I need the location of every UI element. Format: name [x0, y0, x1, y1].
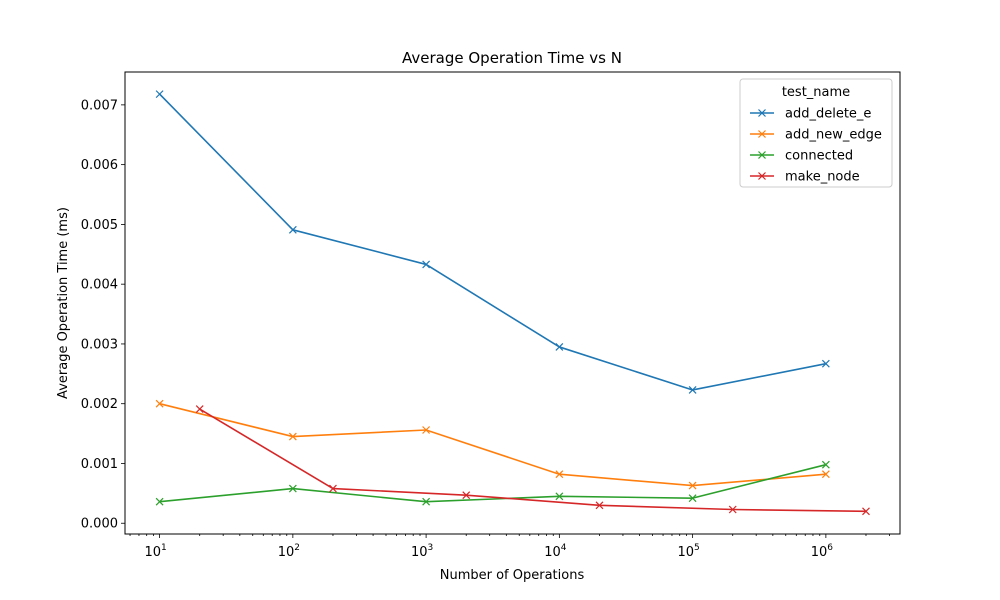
data-point	[821, 359, 830, 368]
data-point	[555, 470, 564, 479]
data-point	[862, 507, 870, 516]
data-point	[821, 460, 830, 469]
data-point	[728, 505, 737, 514]
series-line	[159, 463, 827, 503]
series-line	[159, 402, 826, 487]
data-point	[288, 225, 297, 234]
legend-label: connected	[785, 149, 853, 164]
x-tick-label: 101	[144, 543, 166, 560]
data-point	[422, 426, 431, 434]
series-connected	[155, 460, 830, 506]
y-tick-label: 0.004	[81, 278, 118, 293]
data-point	[555, 343, 564, 351]
data-point	[155, 90, 164, 99]
legend-item-connected: connected	[750, 149, 853, 164]
legend-label: add_new_edge	[785, 128, 882, 143]
series-add-new-edge	[155, 399, 830, 490]
data-point	[329, 484, 337, 493]
chart-title: Average Operation Time vs N	[402, 49, 622, 67]
legend-label: make_node	[785, 170, 860, 185]
series-make-node	[195, 405, 870, 516]
x-tick-label: 102	[278, 543, 300, 560]
plot-area	[155, 90, 870, 516]
data-point	[821, 470, 830, 479]
y-tick-label: 0.006	[81, 158, 118, 173]
y-tick-label: 0.003	[81, 337, 118, 352]
y-axis-label: Average Operation Time (ms)	[56, 207, 71, 399]
legend: test_name add_delete_e add_new_edgeconnect…	[739, 78, 893, 188]
legend-title: test_name	[782, 85, 850, 100]
legend-box	[739, 78, 893, 188]
x-tick-label: 104	[544, 543, 567, 560]
data-point	[155, 497, 164, 506]
axes-frame	[124, 71, 901, 535]
y-tick-label: 0.007	[81, 98, 118, 113]
x-axis-label: Number of Operations	[440, 568, 585, 583]
data-point	[688, 494, 697, 503]
series-line	[159, 93, 827, 391]
x-tick-label: 105	[677, 543, 699, 560]
data-point	[422, 260, 431, 269]
data-point	[555, 492, 564, 501]
legend-item-make-node: make_node	[750, 170, 860, 185]
x-tick-label: 106	[811, 543, 834, 560]
y-axis: 0.000 0.001 0.002 0.003 0.004 0.005 0.006 0.007	[81, 98, 125, 532]
legend-item-add-new-edge: add_new_edge	[750, 128, 882, 143]
data-point	[422, 497, 431, 506]
data-point	[155, 399, 164, 408]
data-point	[288, 432, 297, 441]
y-tick-label: 0.005	[81, 218, 118, 233]
x-axis: 101 102 103 104 105 106	[129, 534, 890, 560]
x-tick-label: 103	[411, 543, 433, 560]
data-point	[688, 481, 697, 490]
data-point	[595, 501, 604, 510]
data-point	[688, 386, 697, 394]
y-tick-label: 0.001	[81, 457, 118, 472]
data-point	[195, 405, 204, 414]
series-add-delete-e	[155, 90, 830, 394]
y-tick-label: 0.000	[81, 517, 118, 532]
legend-item-add-delete-e: add_delete_e	[750, 107, 871, 122]
data-point	[288, 484, 297, 493]
y-tick-label: 0.002	[81, 397, 118, 412]
data-point	[462, 491, 471, 500]
series-line	[199, 408, 866, 513]
legend-label: add_delete_e	[785, 107, 871, 122]
